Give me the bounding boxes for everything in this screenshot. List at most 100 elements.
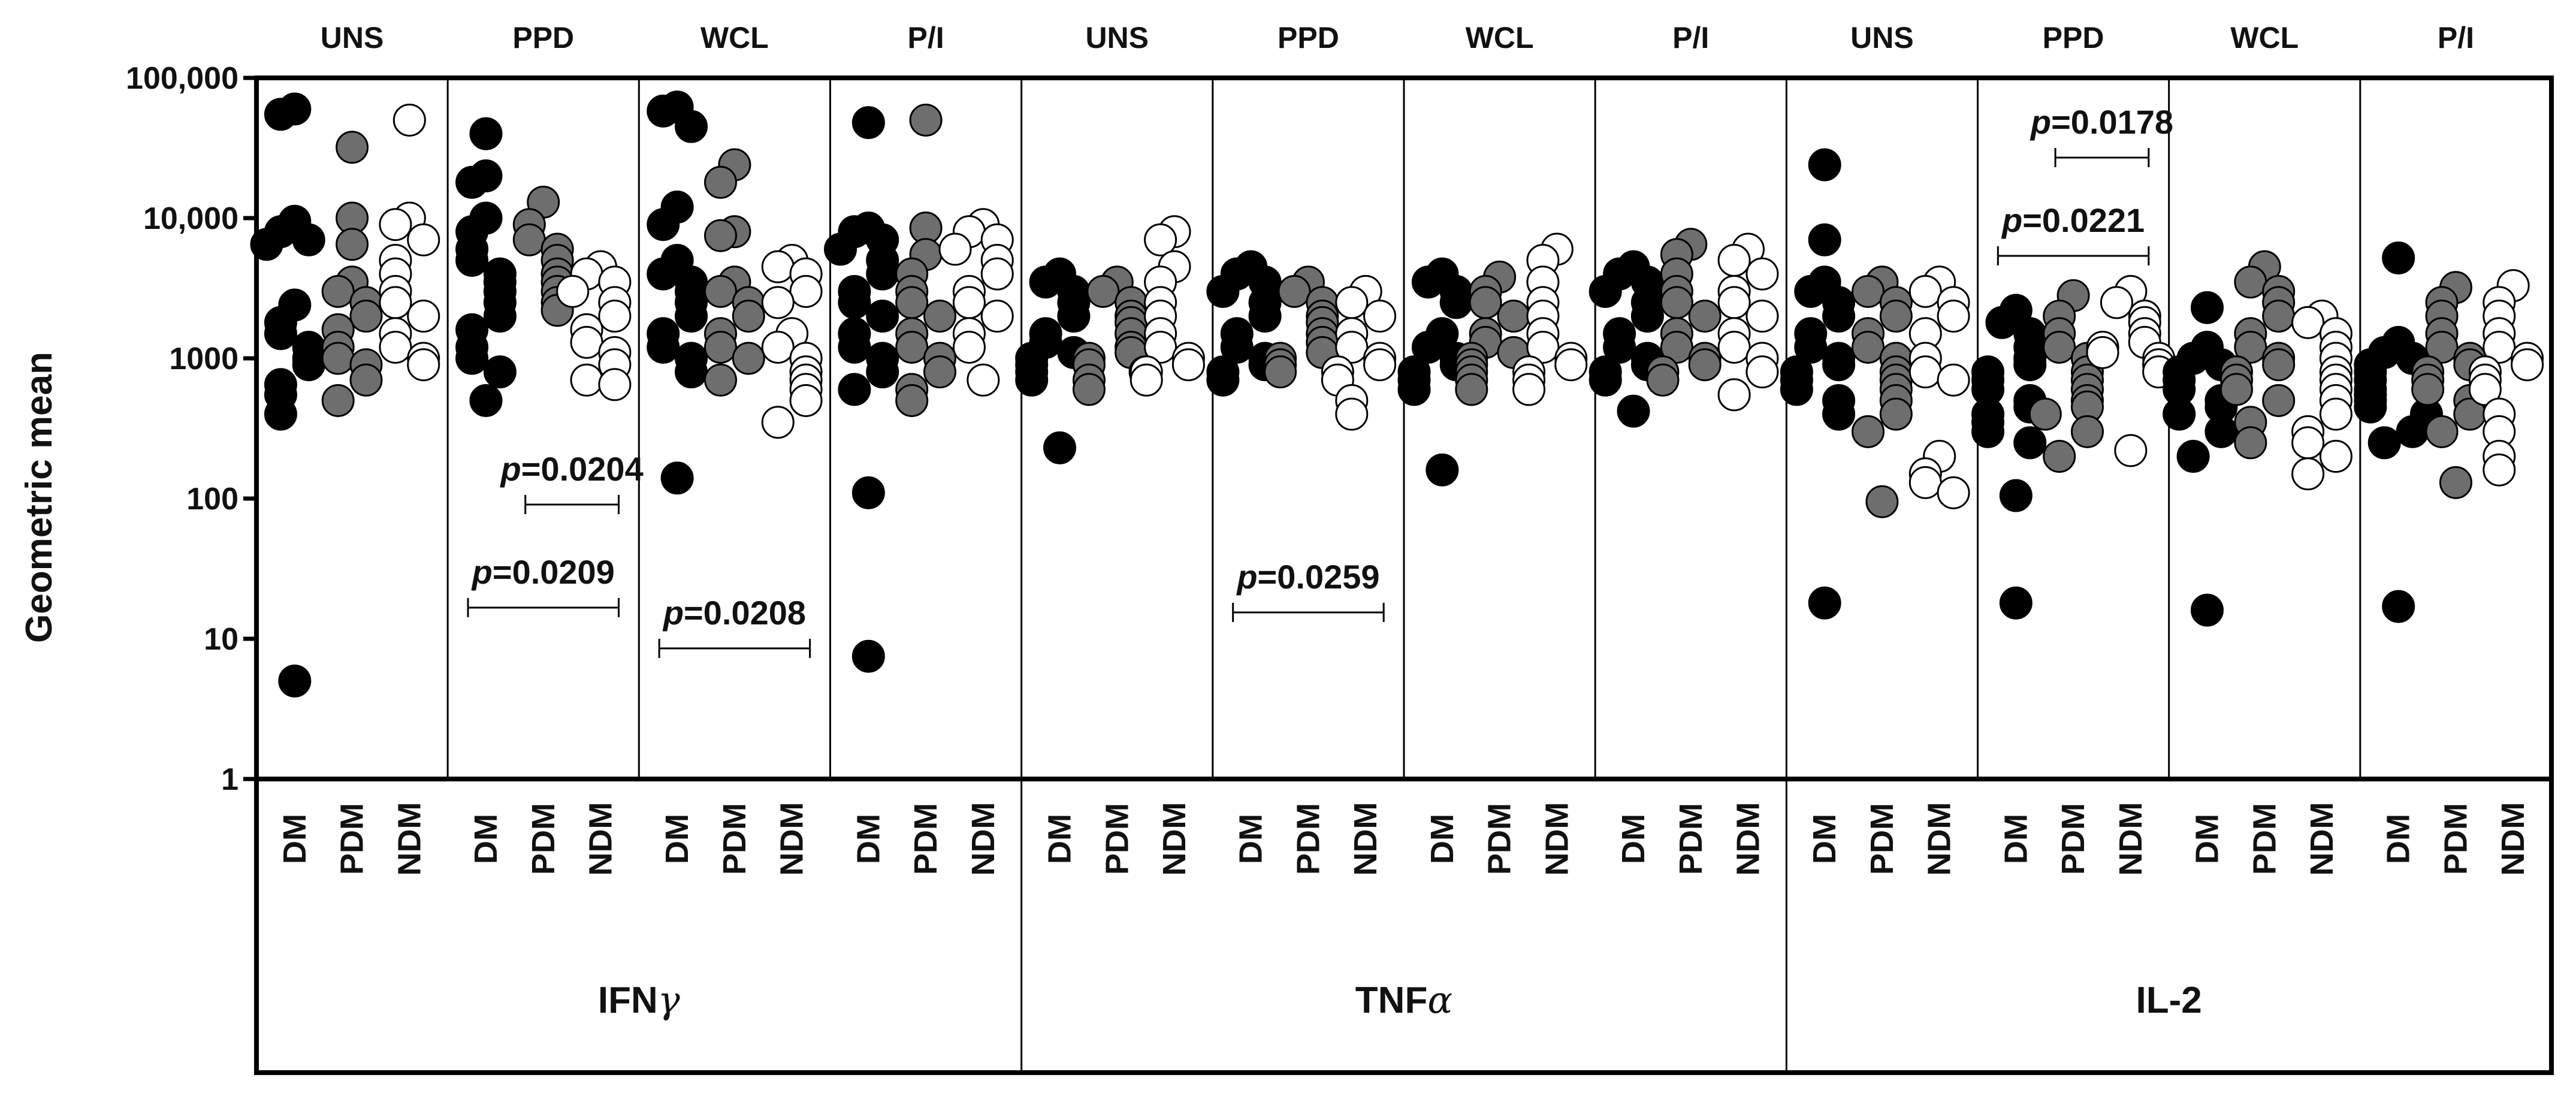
point-ndm <box>379 330 412 364</box>
point-pdm <box>2411 373 2445 406</box>
point-ndm <box>407 223 440 256</box>
group-label: DM <box>659 814 695 864</box>
point-dm <box>292 223 325 256</box>
point-dm <box>1999 479 2033 512</box>
point-dm <box>292 348 325 382</box>
point-ndm <box>1745 257 1779 291</box>
point-dm <box>851 476 885 509</box>
point-dm <box>1589 363 1622 397</box>
point-ndm <box>1554 348 1588 382</box>
point-ndm <box>967 363 1000 397</box>
point-dm <box>1043 431 1076 464</box>
point-pdm <box>2234 426 2267 460</box>
group-label: DM <box>468 814 504 864</box>
point-ndm <box>1717 286 1751 319</box>
point-ndm <box>1908 274 1942 308</box>
group-label: NDM <box>391 802 427 876</box>
group-label: PDM <box>1290 803 1326 875</box>
point-dm <box>2396 415 2429 448</box>
group-label: NDM <box>1539 802 1575 876</box>
point-ndm <box>761 286 795 319</box>
group-label: PDM <box>1864 803 1900 875</box>
group-label: NDM <box>1348 802 1384 876</box>
group-label: NDM <box>2304 802 2340 876</box>
point-dm <box>2382 241 2415 274</box>
point-pdm <box>2070 415 2104 448</box>
point-dm <box>469 117 503 150</box>
point-pdm <box>704 363 738 397</box>
point-ndm <box>938 233 972 266</box>
point-dm <box>647 257 680 291</box>
point-pdm <box>2439 466 2472 499</box>
y-tick-label: 100,000 <box>126 61 238 96</box>
stim-label: PPD <box>2043 21 2104 55</box>
point-ndm <box>2511 348 2544 382</box>
point-pdm <box>895 384 929 417</box>
point-ndm <box>570 363 603 397</box>
y-tick-label: 10,000 <box>143 201 238 236</box>
point-pdm <box>336 131 369 164</box>
point-dm <box>2191 291 2224 324</box>
point-dm <box>660 461 694 495</box>
point-pdm <box>1688 348 1722 382</box>
point-ndm <box>556 274 590 308</box>
point-dm <box>1397 373 1431 406</box>
point-ndm <box>2291 457 2325 491</box>
point-ndm <box>1144 223 1177 256</box>
point-dm <box>866 355 899 389</box>
point-ndm <box>1526 330 1560 364</box>
point-dm <box>455 342 489 375</box>
point-dm <box>1029 265 1062 299</box>
point-pdm <box>1264 355 1297 389</box>
point-dm <box>675 110 708 143</box>
p-value-label: p=0.0178 <box>2030 103 2173 141</box>
point-pdm <box>321 342 355 375</box>
group-label: PDM <box>1482 803 1518 875</box>
point-pdm <box>321 274 355 308</box>
point-ndm <box>980 257 1014 291</box>
stim-label: UNS <box>1085 21 1149 55</box>
point-dm <box>1808 223 1841 256</box>
point-dm <box>1589 274 1622 308</box>
group-label: PDM <box>526 803 561 875</box>
point-pdm <box>2262 348 2296 382</box>
y-tick-label: 100 <box>186 482 238 517</box>
point-pdm <box>732 300 765 333</box>
point-dm <box>1206 363 1240 397</box>
point-ndm <box>379 286 412 319</box>
point-dm <box>2382 590 2415 623</box>
point-pdm <box>895 286 929 319</box>
point-ndm <box>1335 330 1369 364</box>
point-pdm <box>2043 330 2076 364</box>
group-label: DM <box>1615 814 1651 864</box>
point-ndm <box>1144 330 1177 364</box>
y-tick-label: 1 <box>221 762 238 797</box>
point-ndm <box>1363 300 1397 333</box>
point-ndm <box>2291 306 2325 339</box>
point-ndm <box>1717 330 1751 364</box>
group-label: DM <box>1998 814 2034 864</box>
point-ndm <box>1130 363 1163 397</box>
point-dm <box>1630 300 1664 333</box>
group-label: PDM <box>334 803 370 875</box>
point-pdm <box>895 330 929 364</box>
stim-label: P/I <box>2438 21 2474 55</box>
point-dm <box>1206 274 1240 308</box>
group-label: NDM <box>583 802 619 876</box>
point-pdm <box>1660 286 1693 319</box>
point-dm <box>1971 415 2005 448</box>
point-ndm <box>2483 453 2516 487</box>
point-dm <box>455 243 489 277</box>
point-ndm <box>1908 355 1942 389</box>
point-pdm <box>2219 373 2253 406</box>
significance-annotations: p=0.0204 p=0.0209 p=0.0208 p=0.0259 p=0.0178… <box>467 103 2173 658</box>
point-dm <box>1794 330 1828 364</box>
point-ndm <box>1363 348 1397 382</box>
y-axis-label: Geometric mean <box>19 352 60 643</box>
group-label: DM <box>850 814 886 864</box>
group-label: PDM <box>717 803 753 875</box>
point-ndm <box>1937 300 1970 333</box>
point-ndm <box>1171 348 1205 382</box>
point-pdm <box>2234 330 2267 364</box>
